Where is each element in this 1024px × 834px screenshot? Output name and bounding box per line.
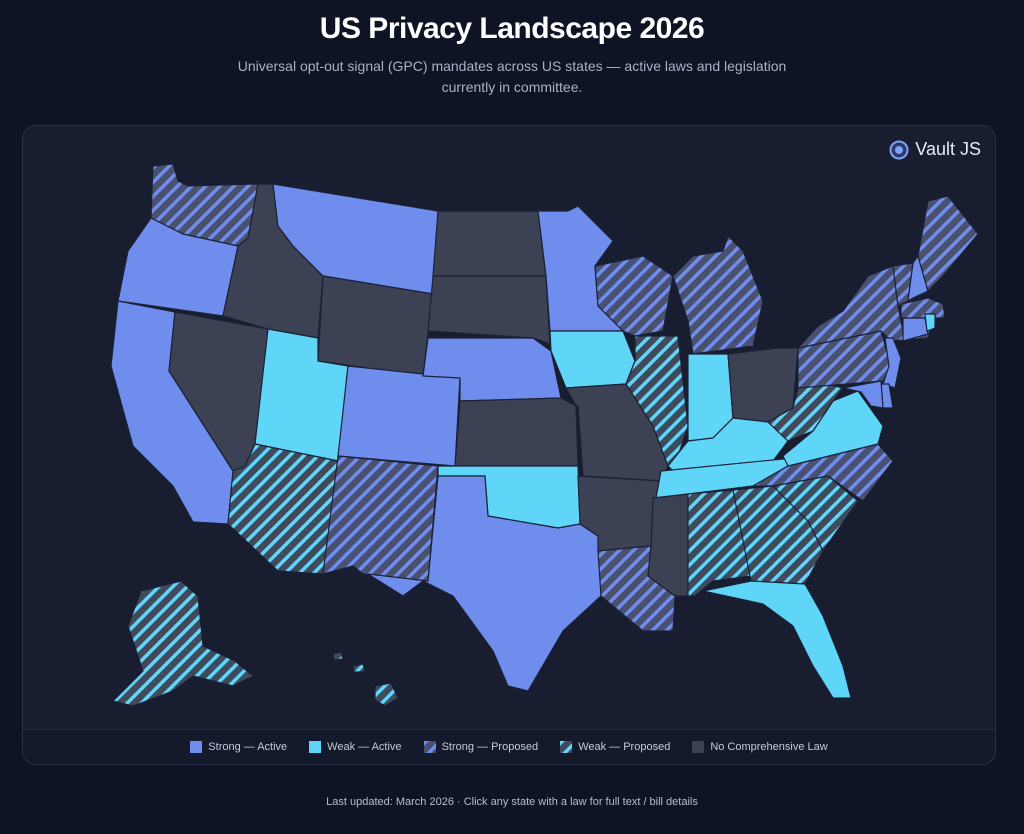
state-NJ[interactable] <box>882 337 902 389</box>
footer-note: Last updated: March 2026 · Click any sta… <box>326 796 698 808</box>
state-IA[interactable] <box>549 330 636 389</box>
page-subtitle: Universal opt-out signal (GPC) mandates … <box>237 58 787 95</box>
state-KS <box>454 397 579 467</box>
legend-label: Weak — Active <box>327 741 402 753</box>
legend-label: No Comprehensive Law <box>710 741 828 753</box>
state-ME[interactable] <box>917 195 979 292</box>
legend-item-weak-active: Weak — Active <box>309 741 402 753</box>
legend-label: Weak — Proposed <box>578 741 671 753</box>
page-title: US Privacy Landscape 2026 <box>319 12 705 45</box>
state-AK[interactable] <box>112 580 254 707</box>
state-MS <box>647 493 689 597</box>
state-WI[interactable] <box>594 255 674 337</box>
state-ND <box>432 210 547 277</box>
state-MD[interactable] <box>842 380 884 409</box>
legend-swatch-strong-active <box>190 741 203 753</box>
state-FL[interactable] <box>702 580 852 699</box>
state-CO[interactable] <box>337 365 461 467</box>
legend-swatch-strong-proposed <box>423 741 436 753</box>
state-WY <box>317 275 434 377</box>
brand: Vault JS <box>889 139 981 160</box>
state-NH[interactable] <box>907 255 929 302</box>
vault-logo-icon <box>889 140 909 159</box>
map-panel: Vault JS Strong — Active Weak — Active S… <box>22 125 996 765</box>
legend-swatch-none <box>692 741 705 753</box>
state-TX[interactable] <box>367 475 602 692</box>
state-MI[interactable] <box>672 235 764 355</box>
state-HI[interactable] <box>332 651 399 707</box>
legend: Strong — Active Weak — Active Strong — P… <box>23 729 995 764</box>
legend-item-weak-proposed: Weak — Proposed <box>560 741 670 753</box>
legend-item-none: No Comprehensive Law <box>692 741 828 753</box>
legend-label: Strong — Active <box>208 741 288 753</box>
state-SD <box>427 275 551 345</box>
us-map <box>110 163 979 707</box>
legend-swatch-weak-proposed <box>560 741 573 753</box>
state-RI[interactable] <box>924 313 936 332</box>
legend-label: Strong — Proposed <box>441 741 539 753</box>
legend-item-strong-active: Strong — Active <box>190 741 287 753</box>
brand-name: Vault JS <box>915 139 981 159</box>
legend-item-strong-proposed: Strong — Proposed <box>423 741 539 753</box>
states-layer <box>110 163 979 707</box>
state-MA[interactable] <box>900 297 946 319</box>
legend-swatch-weak-active <box>309 741 322 753</box>
state-NM[interactable] <box>322 455 439 582</box>
state-CT[interactable] <box>902 317 929 342</box>
